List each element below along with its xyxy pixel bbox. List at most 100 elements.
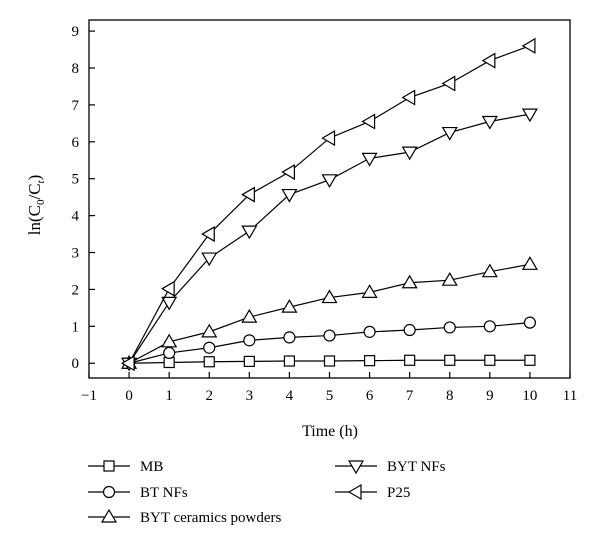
legend-item: BT NFs (88, 485, 188, 501)
data-point (361, 284, 378, 298)
y-tick-label: 2 (72, 282, 80, 298)
data-point (321, 130, 336, 147)
data-point (321, 174, 338, 188)
data-point (481, 115, 498, 130)
series-layer (120, 37, 538, 372)
data-point (281, 298, 298, 313)
legend-item: BYT ceramics powders (88, 508, 282, 526)
x-tick-label: 6 (366, 388, 374, 404)
data-point (243, 334, 256, 347)
data-point (441, 75, 456, 92)
data-point (361, 152, 378, 167)
legend: MB BT NFs BYT ceramics powders BYT NFs P25 (88, 459, 446, 526)
x-tick-label: 0 (125, 388, 133, 404)
data-point (201, 252, 218, 267)
data-point (323, 355, 336, 367)
data-point (201, 323, 218, 338)
data-point (401, 146, 418, 161)
data-point (241, 225, 258, 240)
data-point (401, 89, 416, 106)
series-triangle-left (120, 37, 536, 372)
y-tick-label: 0 (72, 356, 80, 372)
x-tick-label: 8 (446, 388, 454, 404)
data-point (283, 355, 296, 367)
x-tick-label: 4 (286, 388, 294, 404)
legend-marker (347, 460, 365, 475)
data-point (441, 126, 458, 141)
data-point (203, 356, 215, 368)
x-tick-label: 1 (165, 388, 173, 404)
legend-label: BT NFs (140, 485, 188, 501)
data-point (363, 355, 376, 367)
y-axis-label: ln(C0/Ct) (25, 175, 47, 236)
legend-item: P25 (335, 483, 410, 501)
legend-item: BYT NFs (335, 459, 446, 475)
y-label-part: ) (25, 175, 44, 181)
data-point (484, 354, 496, 366)
x-tick-label: 10 (522, 388, 537, 404)
data-point (323, 329, 336, 342)
data-point (241, 308, 258, 323)
x-tick-label: 3 (246, 388, 254, 404)
y-tick-label: 6 (72, 135, 80, 151)
legend-item: MB (88, 459, 163, 475)
data-point (441, 272, 458, 286)
plot-frame (88, 19, 571, 379)
legend-marker (103, 460, 115, 472)
legend-marker (102, 485, 116, 499)
legend-marker (100, 508, 118, 523)
y-tick-label: 1 (72, 319, 80, 335)
y-label-sub: t (35, 179, 47, 183)
series-line (128, 45, 531, 364)
legend-label: BYT NFs (387, 459, 446, 475)
data-point (401, 274, 418, 289)
x-axis-label: Time (h) (302, 423, 358, 440)
data-point (524, 354, 536, 366)
series-line (128, 113, 531, 364)
data-point (363, 325, 376, 338)
x-tick-label: 5 (326, 388, 334, 404)
x-tick-label: 11 (563, 388, 577, 404)
data-point (161, 333, 178, 348)
data-point (444, 354, 456, 366)
data-point (521, 256, 538, 270)
series-square (123, 354, 536, 369)
data-point (321, 289, 338, 304)
data-point (523, 316, 537, 329)
data-point (163, 346, 176, 360)
x-tick-label: 7 (406, 388, 414, 404)
data-point (201, 226, 215, 243)
data-point (241, 186, 255, 203)
data-point (443, 321, 456, 334)
y-tick-label: 9 (72, 24, 80, 40)
data-point (120, 355, 135, 372)
data-point (481, 263, 498, 278)
data-point (521, 108, 538, 123)
y-label-part: /C (25, 183, 44, 199)
data-point (203, 341, 216, 354)
legend-marker (347, 483, 362, 501)
legend-label: P25 (387, 485, 410, 501)
y-tick-label: 3 (72, 246, 80, 262)
data-point (481, 52, 496, 69)
y-tick-label: 5 (72, 172, 80, 188)
data-point (483, 320, 496, 333)
data-point (403, 323, 416, 337)
legend-label: BYT ceramics powders (140, 510, 282, 526)
data-point (361, 113, 376, 130)
y-label-part: ln(C (25, 205, 44, 235)
data-point (281, 164, 296, 181)
x-tick-label: 2 (206, 388, 214, 404)
data-point (283, 331, 296, 344)
data-point (160, 280, 175, 297)
y-label-sub: 0 (35, 199, 47, 205)
legend-label: MB (140, 459, 163, 475)
y-tick-label: 4 (72, 209, 80, 225)
series-line (128, 263, 531, 364)
y-tick-label: 8 (72, 61, 80, 77)
y-tick-label: 7 (72, 98, 80, 114)
data-point (521, 37, 536, 54)
x-tick-label: 9 (486, 388, 494, 404)
